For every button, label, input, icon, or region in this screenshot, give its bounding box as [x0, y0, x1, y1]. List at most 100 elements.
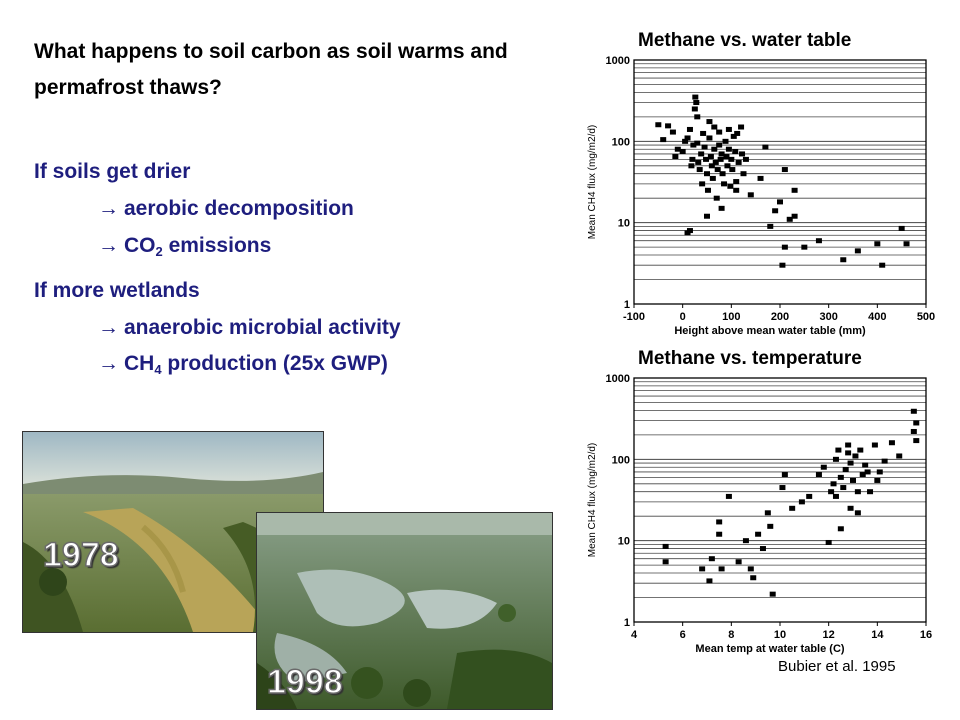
data-point [713, 195, 720, 201]
data-point [725, 146, 732, 152]
data-point [871, 442, 878, 448]
data-point [825, 539, 832, 545]
data-point [696, 167, 703, 173]
data-point [910, 428, 917, 434]
y-tick-label: 100 [612, 136, 630, 148]
data-point [847, 460, 854, 466]
data-point [679, 148, 686, 154]
data-point [757, 175, 764, 181]
data-point [688, 163, 695, 169]
x-tick-label: 4 [631, 629, 638, 641]
data-point [704, 213, 710, 219]
data-point [684, 230, 691, 236]
data-point [662, 559, 669, 565]
chart-title: Methane vs. temperature [638, 348, 862, 369]
arrow-right-icon: → [98, 234, 119, 257]
data-point [682, 138, 689, 144]
data-point [703, 156, 710, 162]
data-point [854, 510, 861, 516]
data-point [660, 137, 667, 143]
arrow-right-icon: → [98, 352, 119, 375]
data-point [791, 213, 798, 219]
data-point [695, 159, 702, 165]
data-point [854, 489, 861, 495]
data-point [740, 171, 747, 177]
data-point [691, 106, 698, 112]
arrow-right-icon: → [98, 316, 119, 339]
data-point [835, 447, 842, 453]
data-point [798, 499, 805, 505]
data-point [712, 159, 719, 165]
data-point [711, 146, 718, 152]
data-point [730, 133, 737, 139]
aerobic-text: aerobic decomposition [124, 197, 354, 220]
data-point [847, 505, 854, 511]
data-point [867, 489, 874, 495]
x-tick-label: 500 [917, 311, 935, 323]
landscape-1998-illustration [257, 513, 552, 709]
ch4-prefix: CH [124, 352, 155, 375]
data-point [729, 167, 736, 173]
data-point [791, 187, 798, 193]
data-point [764, 510, 771, 516]
data-point [859, 472, 866, 478]
data-point [852, 453, 859, 459]
ch4-suffix: production (25x GWP) [161, 352, 388, 375]
data-point [913, 438, 920, 444]
data-point [777, 199, 783, 205]
data-point [716, 519, 723, 525]
data-point [706, 119, 713, 125]
data-point [832, 456, 839, 462]
data-point [862, 462, 869, 468]
plot-frame [633, 377, 927, 623]
data-point [820, 464, 827, 470]
bullet-ch4: → CH4 production (25x GWP) [98, 352, 388, 377]
data-point [708, 163, 715, 169]
data-point [728, 156, 735, 162]
data-point [718, 566, 725, 572]
citation: Bubier et al. 1995 [778, 658, 896, 675]
x-tick-label: 16 [920, 629, 932, 641]
data-point [709, 175, 716, 181]
data-point [830, 481, 837, 487]
data-point [874, 241, 881, 247]
data-point [845, 442, 852, 448]
data-point [742, 156, 749, 162]
data-point [781, 244, 788, 250]
data-point [690, 142, 697, 148]
data-point [669, 129, 676, 135]
y-tick-label: 10 [618, 218, 630, 230]
year-label-1998: 1998 [266, 662, 343, 702]
data-point [842, 466, 849, 472]
data-point [704, 187, 711, 193]
data-point [689, 156, 696, 162]
data-point [815, 238, 822, 244]
data-point [910, 408, 917, 414]
chart-methane-water-table: Methane vs. water table 1 10 100 1000 -100 0 10… [587, 30, 935, 337]
data-point [721, 181, 728, 187]
data-point [693, 100, 700, 106]
bullet-aerobic: → aerobic decomposition [98, 197, 354, 221]
data-point [708, 556, 715, 562]
data-point [694, 140, 701, 146]
data-point [837, 474, 844, 480]
data-point [815, 472, 822, 478]
data-point [857, 447, 864, 453]
x-tick-label: 100 [722, 311, 740, 323]
arrow-right-icon: → [98, 197, 119, 220]
data-point [692, 94, 699, 100]
data-point [672, 154, 679, 160]
data-point [888, 440, 895, 446]
data-point [769, 591, 776, 597]
data-point [674, 146, 681, 152]
data-point [723, 154, 730, 160]
data-point [698, 151, 705, 157]
data-point [881, 458, 888, 464]
x-tick-label: 200 [771, 311, 789, 323]
data-point [718, 205, 725, 211]
bullet-wetter: If more wetlands [34, 279, 200, 302]
x-tick-label: 300 [819, 311, 837, 323]
data-point [750, 575, 757, 581]
data-point [733, 179, 740, 185]
bullet-drier: If soils get drier [34, 160, 191, 183]
